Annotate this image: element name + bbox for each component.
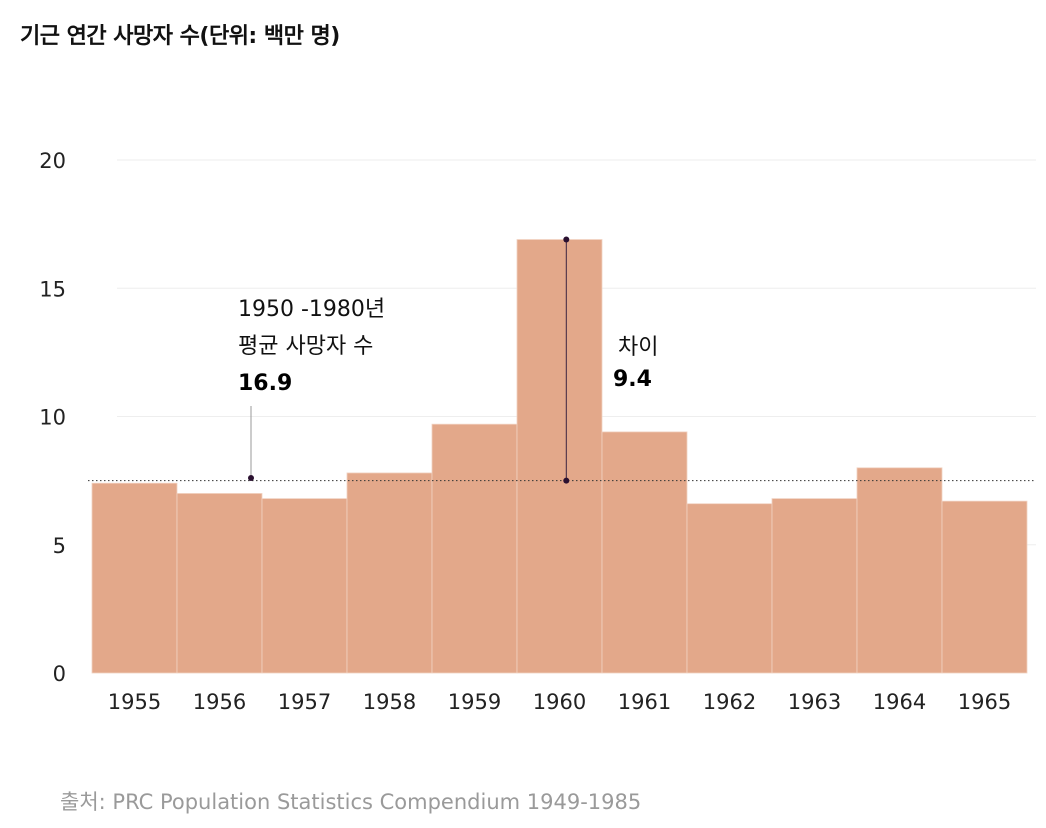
x-axis-ticks: 1955 1956 1957 1958 1959 1960 1961 1962 1963 1964…	[108, 690, 1011, 714]
bar-chart: 0 5 10 15 20 1955 1956 1957 1958 1959 1960 1961 196…	[39, 149, 1036, 714]
y-axis-ticks: 0 5 10 15 20	[39, 149, 66, 686]
y-tick-label: 10	[39, 406, 66, 430]
source-note: 출처: PRC Population Statistics Compendium…	[60, 786, 641, 816]
bar-1962	[686, 503, 773, 674]
bar-1959	[431, 423, 518, 674]
source-prefix: 출처:	[60, 790, 106, 814]
x-tick-label: 1963	[788, 690, 841, 714]
x-tick-label: 1958	[363, 690, 416, 714]
difference-annotation-value: 9.4	[613, 367, 652, 392]
bar-1965	[941, 500, 1028, 674]
average-annotation-line1: 1950 -1980년	[238, 297, 385, 322]
y-tick-label: 20	[39, 149, 66, 173]
difference-marker	[563, 236, 570, 484]
average-annotation-line2: 평균 사망자 수	[238, 334, 373, 359]
x-tick-label: 1961	[618, 690, 671, 714]
bar-1958	[346, 472, 433, 674]
x-tick-label: 1960	[533, 690, 586, 714]
x-tick-label: 1964	[873, 690, 926, 714]
x-tick-label: 1955	[108, 690, 161, 714]
bar-1957	[261, 498, 348, 674]
x-tick-label: 1957	[278, 690, 331, 714]
x-tick-label: 1962	[703, 690, 756, 714]
y-tick-label: 15	[39, 277, 66, 301]
bar-1960	[516, 239, 603, 674]
bars	[91, 239, 1028, 674]
average-annotation-value: 16.9	[238, 371, 292, 396]
bar-1963	[771, 498, 858, 674]
difference-annotation-label: 차이	[618, 335, 658, 360]
average-annotation: 1950 -1980년 평균 사망자 수 16.9	[238, 297, 385, 481]
average-annotation-dot	[248, 475, 254, 481]
bar-1964	[856, 467, 943, 674]
bar-1961	[601, 431, 688, 674]
y-tick-label: 5	[53, 534, 66, 558]
x-tick-label: 1965	[958, 690, 1011, 714]
bar-1956	[176, 493, 263, 674]
source-name: PRC Population Statistics Compendium 194…	[112, 790, 642, 814]
bar-1955	[91, 482, 178, 674]
difference-annotation: 차이 9.4	[613, 335, 658, 392]
difference-top-dot	[563, 236, 570, 243]
x-tick-label: 1956	[193, 690, 246, 714]
y-tick-label: 0	[53, 662, 66, 686]
difference-bottom-dot	[563, 477, 570, 484]
chart-title: 기근 연간 사망자 수(단위: 백만 명)	[20, 24, 340, 49]
x-tick-label: 1959	[448, 690, 501, 714]
